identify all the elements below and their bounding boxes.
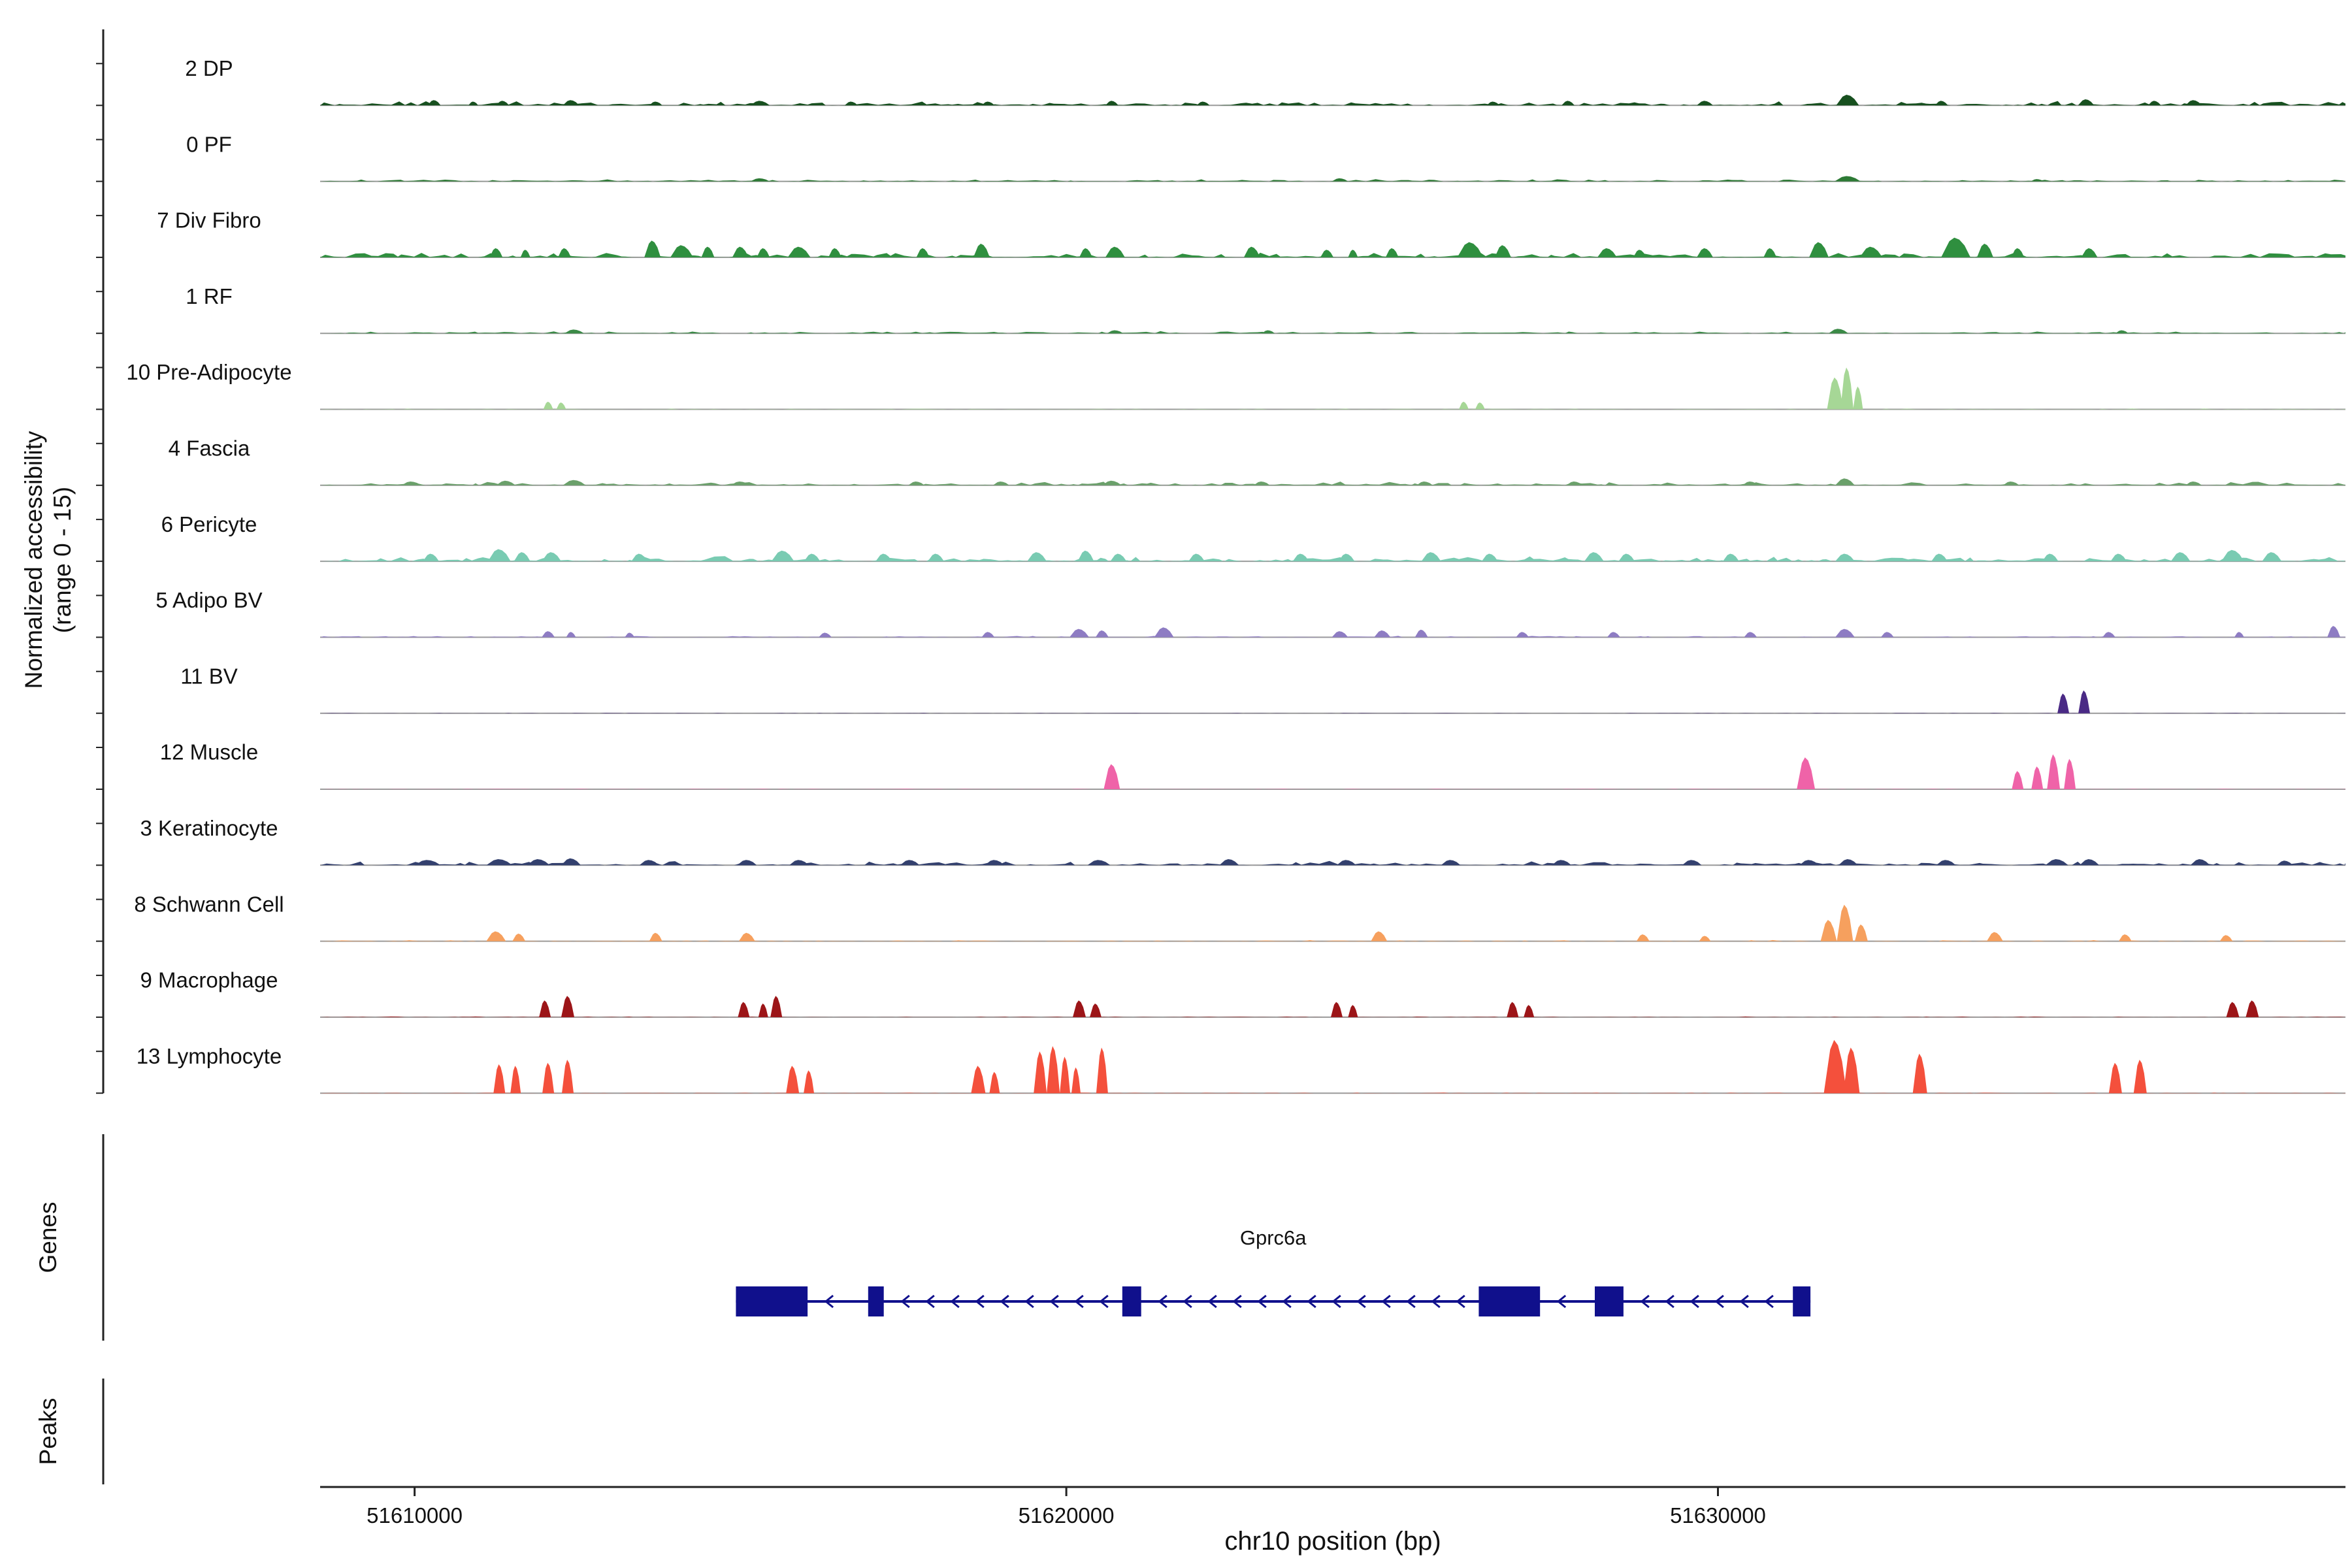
track-signal-11-bv xyxy=(2057,690,2090,713)
track-label-6-pericyte: 6 Pericyte xyxy=(161,512,257,536)
gene-exon xyxy=(1122,1286,1141,1316)
chart-canvas: 2 DP 0 PF 7 Div Fibro 1 RF 10 Pre-Adipocyte 4… xyxy=(96,29,2345,1527)
track-label-13-lymphocyte: 13 Lymphocyte xyxy=(137,1044,282,1068)
gene-strand-arrow xyxy=(1049,1294,1059,1309)
peaks-section-label: Peaks xyxy=(35,1398,61,1465)
track-signal-0-pf xyxy=(750,176,2044,182)
gene-exon xyxy=(1595,1286,1624,1316)
track-label-11-bv: 11 BV xyxy=(180,664,237,688)
gene-strand-arrow xyxy=(1307,1294,1316,1309)
gene-strand-arrow xyxy=(1074,1294,1084,1309)
track-noise-1-rf xyxy=(320,331,2345,334)
x-axis-tick-label: 51610000 xyxy=(367,1503,463,1527)
track-label-10-pre-adipocyte: 10 Pre-Adipocyte xyxy=(126,360,291,384)
track-noise-10-pre-adipocyte xyxy=(320,408,2345,410)
track-label-7-div-fibro: 7 Div Fibro xyxy=(157,208,261,233)
gene-strand-arrow xyxy=(1356,1294,1366,1309)
track-noise-6-pericyte xyxy=(320,556,2345,562)
gene-strand-arrow xyxy=(1665,1294,1674,1309)
gene-strand-arrow xyxy=(1431,1294,1441,1309)
gene-strand-arrow xyxy=(950,1294,960,1309)
track-signal-12-muscle xyxy=(1103,754,2076,789)
track-label-9-macrophage: 9 Macrophage xyxy=(140,968,278,992)
track-signal-2-dp xyxy=(427,95,2202,106)
gene-strand-arrow xyxy=(1000,1294,1009,1309)
gene-strand-arrow xyxy=(824,1294,834,1309)
x-axis-title: chr10 position (bp) xyxy=(1224,1527,1441,1556)
gene-strand-arrow xyxy=(1099,1294,1109,1309)
gene-strand-arrow xyxy=(1024,1294,1034,1309)
track-label-5-adipo-bv: 5 Adipo BV xyxy=(155,588,262,612)
track-signal-6-pericyte xyxy=(423,549,2282,562)
gene-strand-arrow xyxy=(975,1294,985,1309)
track-label-8-schwann-cell: 8 Schwann Cell xyxy=(134,892,284,916)
track-label-4-fascia: 4 Fascia xyxy=(169,436,250,461)
gene-strand-arrow xyxy=(1640,1294,1650,1309)
track-label-3-keratinocyte: 3 Keratinocyte xyxy=(140,816,278,840)
gene-strand-arrow xyxy=(1556,1294,1567,1309)
genes-section-label: Genes xyxy=(35,1201,61,1273)
track-noise-8-schwann-cell xyxy=(320,939,2345,941)
gene-name-label: Gprc6a xyxy=(1240,1226,1307,1249)
y-axis-label-line1: Normalized accessibility xyxy=(20,431,47,689)
gene-strand-arrow xyxy=(1257,1294,1267,1309)
track-noise-3-keratinocyte xyxy=(320,860,2345,866)
track-signal-10-pre-adipocyte xyxy=(543,367,1863,410)
y-axis-label-line2: (range 0 - 15) xyxy=(49,487,76,633)
gene-strand-arrow xyxy=(1456,1294,1465,1309)
gene-strand-arrow xyxy=(1232,1294,1242,1309)
gene-exon xyxy=(868,1286,884,1316)
gene-strand-arrow xyxy=(1739,1294,1749,1309)
track-signal-7-div-fibro xyxy=(489,237,2098,257)
gene-strand-arrow xyxy=(1381,1294,1391,1309)
gene-strand-arrow xyxy=(1183,1294,1192,1309)
gene-strand-arrow xyxy=(1282,1294,1292,1309)
gene-strand-arrow xyxy=(900,1294,910,1309)
track-signal-3-keratinocyte xyxy=(414,858,2293,866)
track-signal-8-schwann-cell xyxy=(486,904,2233,941)
track-label-1-rf: 1 RF xyxy=(186,284,233,308)
track-label-0-pf: 0 PF xyxy=(186,132,232,156)
track-noise-7-div-fibro xyxy=(320,252,2345,257)
gene-strand-arrow xyxy=(1158,1294,1168,1309)
gene-strand-arrow xyxy=(1690,1294,1699,1309)
track-label-2-dp: 2 DP xyxy=(185,56,233,80)
gene-exon xyxy=(1793,1286,1811,1316)
track-noise-5-adipo-bv xyxy=(320,636,2345,638)
gene-exon xyxy=(1478,1286,1541,1316)
gene-strand-arrow xyxy=(1331,1294,1341,1309)
gene-strand-arrow xyxy=(1406,1294,1416,1309)
gene-strand-arrow xyxy=(925,1294,935,1309)
track-signal-4-fascia xyxy=(401,478,2202,485)
gene-strand-arrow xyxy=(1207,1294,1217,1309)
x-axis-tick-label: 51620000 xyxy=(1019,1503,1115,1527)
gene-exon xyxy=(736,1286,808,1316)
track-signal-5-adipo-bv xyxy=(542,626,2340,638)
track-signal-13-lymphocyte xyxy=(493,1039,2147,1094)
track-label-12-muscle: 12 Muscle xyxy=(160,740,258,764)
track-signal-9-macrophage xyxy=(539,996,2259,1017)
gene-strand-arrow xyxy=(1764,1294,1774,1309)
gene-strand-arrow xyxy=(1714,1294,1724,1309)
x-axis-tick-label: 51630000 xyxy=(1670,1503,1766,1527)
track-noise-4-fascia xyxy=(320,482,2345,485)
track-noise-2-dp xyxy=(320,101,2345,106)
